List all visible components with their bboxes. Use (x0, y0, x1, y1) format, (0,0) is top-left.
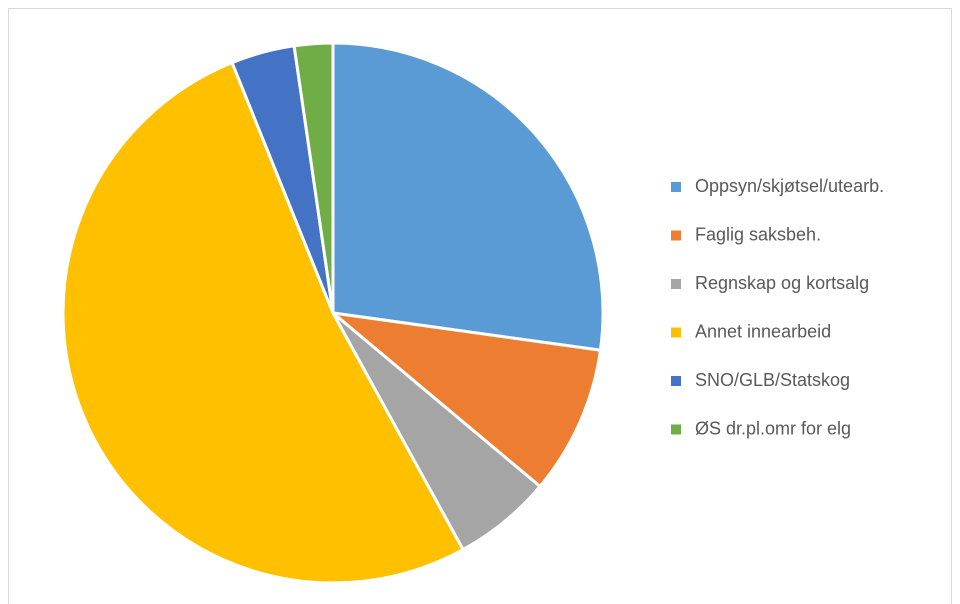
legend-label: SNO/GLB/Statskog (695, 370, 850, 390)
pie-slice (292, 41, 335, 314)
legend-swatch (671, 424, 681, 435)
legend-label: Faglig saksbeh. (695, 224, 821, 244)
legend-label: Regnskap og kortsalg (695, 273, 869, 293)
pie-slice (61, 60, 466, 585)
legend-label: Annet innearbeid (695, 321, 831, 341)
legend-swatch (671, 376, 681, 386)
pie-slice (331, 41, 605, 352)
pie-slice (328, 310, 603, 489)
legend-swatch (671, 230, 681, 241)
legend-swatch (671, 182, 681, 192)
legend-label: Oppsyn/skjøtsel/utearb. (695, 176, 884, 196)
legend-label: ØS dr.pl.omr for elg (695, 418, 851, 438)
legend-swatch (671, 327, 681, 338)
legend-swatch (671, 279, 681, 289)
